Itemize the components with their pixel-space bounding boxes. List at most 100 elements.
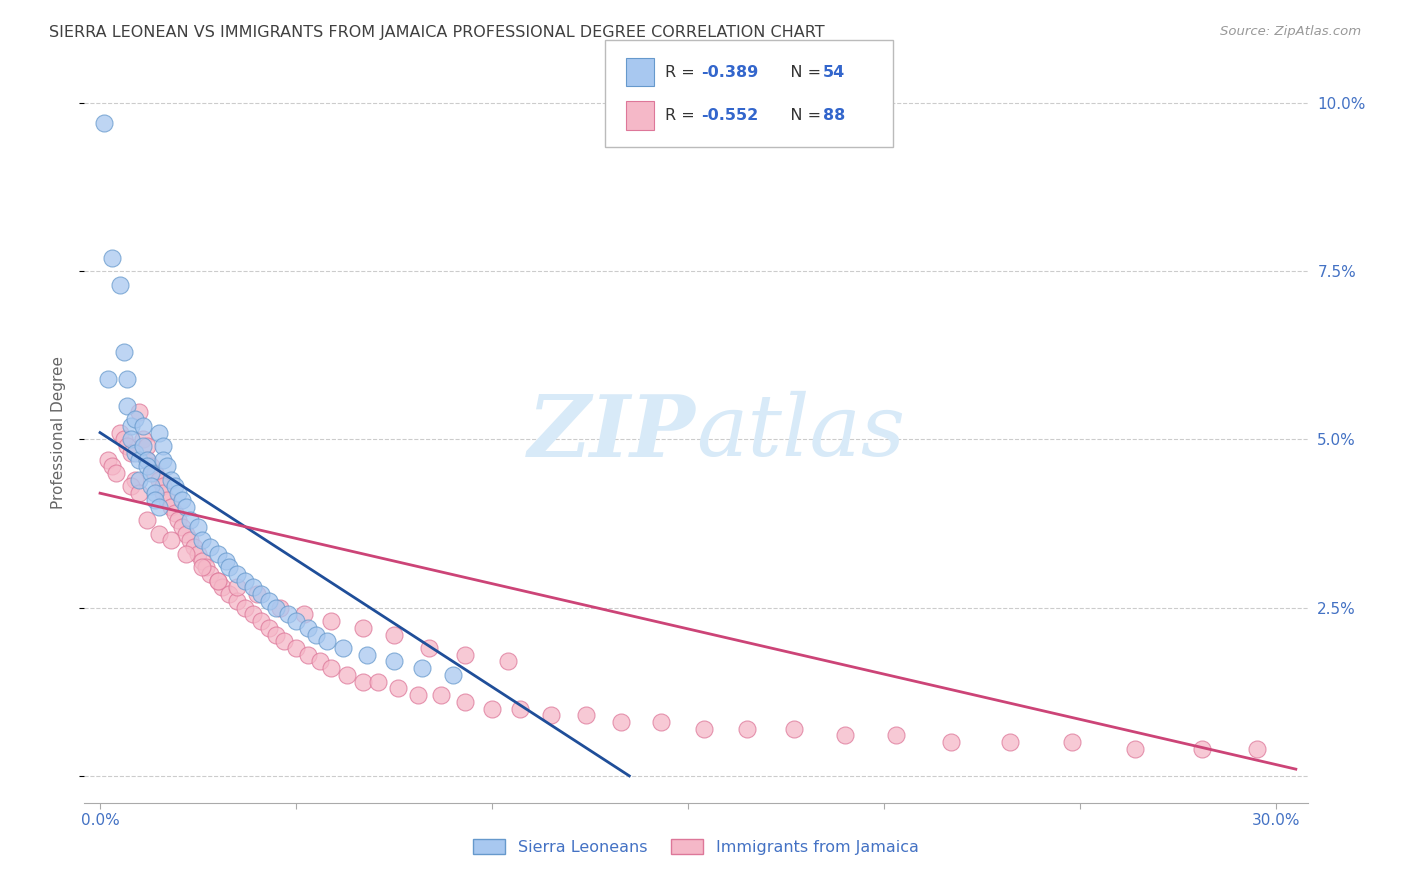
Point	[430, 688, 453, 702]
Point	[249, 587, 271, 601]
Text: N =: N =	[775, 108, 825, 123]
Point	[453, 648, 475, 662]
Point	[187, 547, 209, 561]
Point	[218, 560, 240, 574]
Point	[509, 701, 531, 715]
Point	[174, 500, 197, 514]
Point	[321, 614, 343, 628]
Point	[418, 640, 440, 655]
Point	[97, 452, 120, 467]
Point	[316, 634, 339, 648]
Point	[387, 681, 409, 696]
Point	[143, 492, 166, 507]
Point	[305, 627, 328, 641]
Point	[242, 607, 264, 622]
Point	[292, 607, 315, 622]
Point	[191, 553, 214, 567]
Point	[172, 492, 194, 507]
Point	[285, 614, 308, 628]
Point	[136, 459, 159, 474]
Point	[167, 513, 190, 527]
Legend: Sierra Leoneans, Immigrants from Jamaica: Sierra Leoneans, Immigrants from Jamaica	[467, 832, 925, 862]
Point	[218, 587, 240, 601]
Point	[139, 479, 162, 493]
Point	[356, 648, 378, 662]
Point	[152, 486, 174, 500]
Point	[382, 655, 405, 669]
Point	[321, 661, 343, 675]
Point	[249, 614, 271, 628]
Point	[226, 566, 249, 581]
Point	[297, 621, 319, 635]
Point	[226, 594, 249, 608]
Point	[132, 418, 155, 433]
Point	[120, 418, 142, 433]
Point	[352, 621, 374, 635]
Point	[117, 439, 139, 453]
Point	[128, 486, 150, 500]
Point	[128, 405, 150, 419]
Point	[156, 459, 179, 474]
Point	[156, 492, 179, 507]
Point	[207, 547, 229, 561]
Point	[132, 439, 155, 453]
Point	[1062, 735, 1084, 749]
Point	[191, 533, 214, 548]
Point	[575, 708, 598, 723]
Point	[143, 486, 166, 500]
Point	[1246, 742, 1268, 756]
Point	[136, 439, 159, 453]
Point	[167, 486, 190, 500]
Point	[187, 520, 209, 534]
Point	[246, 587, 269, 601]
Point	[650, 714, 672, 729]
Point	[101, 459, 124, 474]
Point	[207, 574, 229, 588]
Point	[128, 473, 150, 487]
Point	[406, 688, 429, 702]
Point	[124, 473, 146, 487]
Text: SIERRA LEONEAN VS IMMIGRANTS FROM JAMAICA PROFESSIONAL DEGREE CORRELATION CHART: SIERRA LEONEAN VS IMMIGRANTS FROM JAMAIC…	[49, 25, 825, 40]
Text: atlas: atlas	[696, 392, 905, 474]
Point	[273, 634, 295, 648]
Point	[540, 708, 562, 723]
Point	[117, 399, 139, 413]
Point	[108, 277, 131, 292]
Point	[308, 655, 330, 669]
Point	[1191, 742, 1213, 756]
Point	[277, 607, 299, 622]
Point	[152, 452, 174, 467]
Y-axis label: Professional Degree: Professional Degree	[51, 356, 66, 509]
Point	[998, 735, 1021, 749]
Point	[191, 560, 214, 574]
Point	[104, 466, 127, 480]
Point	[152, 439, 174, 453]
Point	[148, 425, 170, 440]
Point	[198, 540, 221, 554]
Point	[352, 674, 374, 689]
Point	[297, 648, 319, 662]
Point	[367, 674, 389, 689]
Point	[120, 479, 142, 493]
Point	[884, 729, 907, 743]
Point	[610, 714, 633, 729]
Point	[207, 574, 229, 588]
Point	[453, 695, 475, 709]
Text: -0.389: -0.389	[702, 64, 759, 79]
Point	[226, 581, 249, 595]
Text: R =: R =	[665, 64, 700, 79]
Point	[411, 661, 433, 675]
Point	[152, 479, 174, 493]
Point	[242, 581, 264, 595]
Point	[257, 621, 280, 635]
Point	[266, 600, 288, 615]
Point	[139, 466, 162, 480]
Point	[257, 594, 280, 608]
Point	[481, 701, 503, 715]
Text: ZIP: ZIP	[529, 391, 696, 475]
Text: 88: 88	[823, 108, 845, 123]
Point	[285, 640, 308, 655]
Point	[211, 581, 233, 595]
Point	[117, 372, 139, 386]
Point	[101, 251, 124, 265]
